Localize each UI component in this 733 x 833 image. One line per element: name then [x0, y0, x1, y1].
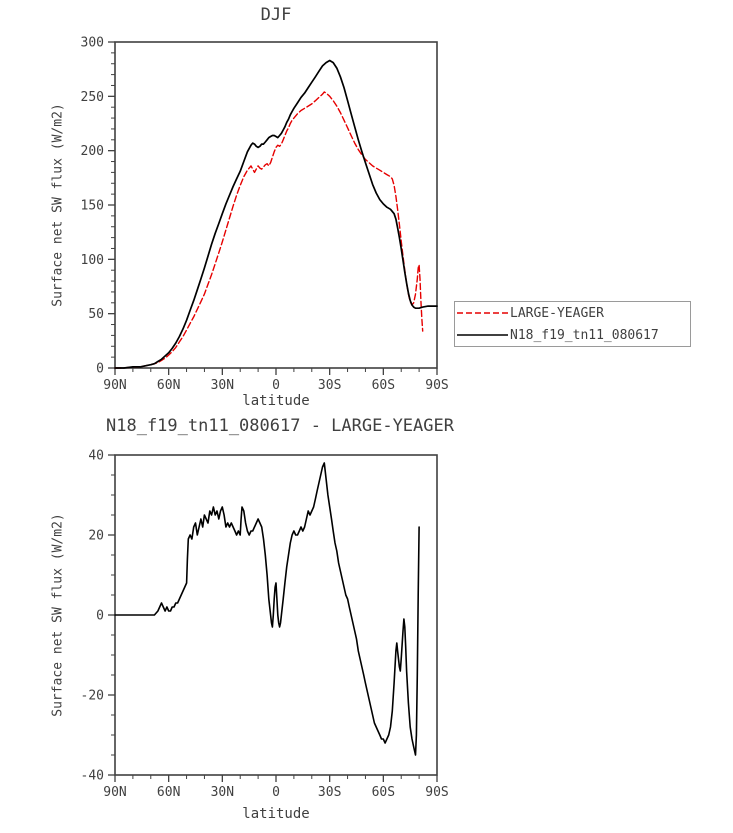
- y-axis-minor-ticks: [111, 474, 115, 756]
- bottom-chart-x-axis-label: latitude: [242, 806, 310, 822]
- plot-frame: [114, 41, 438, 369]
- legend-label: N18_f19_tn11_080617: [510, 327, 659, 343]
- y-tick-label: 40: [88, 449, 104, 464]
- x-axis-minor-ticks: [132, 368, 420, 372]
- bottom-chart-y-axis-label: Surface net SW flux (W/m2): [50, 513, 66, 717]
- y-tick-label: 50: [88, 307, 104, 322]
- series-line-n18-f19-tn11-080617: [114, 59, 438, 369]
- x-tick-label: 30N: [211, 785, 234, 800]
- legend-entry-large-yeager: LARGE-YEAGER: [455, 302, 690, 324]
- x-tick-label: 90N: [103, 378, 126, 393]
- x-tick-label: 90S: [425, 378, 448, 393]
- x-tick-label: 0: [272, 378, 280, 393]
- bottom-chart: 90N 60N 30N 0 30S 60S 90S -40 -20 0 20 40: [81, 449, 449, 801]
- legend-entry-model: N18_f19_tn11_080617: [455, 324, 690, 346]
- x-axis: 90N 60N 30N 0 30S 60S 90S: [103, 368, 449, 393]
- legend-black-solid-line-icon: [457, 334, 508, 336]
- y-axis: -40 -20 0 20 40: [81, 449, 115, 784]
- x-axis: 90N 60N 30N 0 30S 60S 90S: [103, 775, 449, 800]
- legend: LARGE-YEAGER N18_f19_tn11_080617: [454, 301, 691, 347]
- legend-red-dashed-line-icon: [457, 312, 508, 314]
- x-tick-label: 90S: [425, 785, 448, 800]
- top-chart-y-axis-label: Surface net SW flux (W/m2): [50, 103, 66, 307]
- y-tick-label: 150: [81, 199, 104, 214]
- top-chart-title: DJF: [260, 5, 292, 25]
- x-tick-label: 30S: [318, 785, 341, 800]
- y-axis-minor-ticks: [111, 52, 115, 358]
- y-tick-label: 250: [81, 90, 104, 105]
- y-tick-label: 200: [81, 144, 104, 159]
- x-tick-label: 90N: [103, 785, 126, 800]
- y-tick-label: 300: [81, 36, 104, 51]
- x-tick-label: 60N: [157, 378, 180, 393]
- series-line-n18-f19-tn11-080617-minus-large-yeager: [114, 462, 420, 756]
- x-tick-label: 0: [272, 785, 280, 800]
- x-axis-minor-ticks: [132, 775, 420, 779]
- x-tick-label: 30N: [211, 378, 234, 393]
- plot-frame: [114, 454, 438, 776]
- series-line-large-yeager: [114, 91, 424, 369]
- y-axis: 0 50 100 150 200 250 300: [81, 36, 115, 377]
- top-chart-x-axis-label: latitude: [242, 393, 310, 409]
- y-tick-label: -40: [81, 769, 104, 784]
- y-tick-label: 0: [96, 609, 104, 624]
- x-tick-label: 60S: [372, 378, 395, 393]
- x-tick-label: 60S: [372, 785, 395, 800]
- y-tick-label: 0: [96, 362, 104, 377]
- y-tick-label: -20: [81, 689, 104, 704]
- top-chart: 90N 60N 30N 0 30S 60S 90S 0 50 100 150 200 250 300: [81, 36, 449, 394]
- y-tick-label: 20: [88, 529, 104, 544]
- x-tick-label: 60N: [157, 785, 180, 800]
- bottom-chart-title: N18_f19_tn11_080617 - LARGE-YEAGER: [106, 416, 454, 436]
- legend-label: LARGE-YEAGER: [510, 305, 604, 321]
- y-tick-label: 100: [81, 253, 104, 268]
- x-tick-label: 30S: [318, 378, 341, 393]
